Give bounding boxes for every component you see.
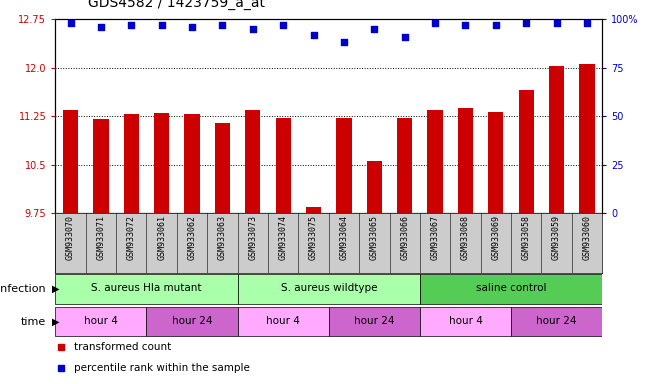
Bar — [215, 122, 230, 213]
Point — [187, 24, 197, 30]
Bar — [458, 108, 473, 213]
Text: GSM933068: GSM933068 — [461, 215, 470, 260]
Bar — [488, 112, 503, 213]
Bar — [480, 213, 511, 273]
Bar — [306, 207, 321, 213]
Bar — [184, 114, 200, 213]
Bar — [519, 90, 534, 213]
Bar — [359, 213, 389, 273]
Text: saline control: saline control — [476, 283, 546, 293]
Text: hour 4: hour 4 — [266, 316, 300, 326]
Bar — [397, 118, 412, 213]
Text: GSM933067: GSM933067 — [430, 215, 439, 260]
Text: GSM933061: GSM933061 — [157, 215, 166, 260]
Point — [126, 22, 137, 28]
Text: hour 24: hour 24 — [172, 316, 212, 326]
Text: GDS4582 / 1423759_a_at: GDS4582 / 1423759_a_at — [88, 0, 265, 10]
Point — [156, 22, 167, 28]
Bar — [420, 307, 511, 336]
Text: GSM933072: GSM933072 — [127, 215, 136, 260]
Bar — [511, 213, 542, 273]
Text: GSM933062: GSM933062 — [187, 215, 197, 260]
Point — [309, 31, 319, 38]
Point — [460, 22, 471, 28]
Text: hour 4: hour 4 — [449, 316, 482, 326]
Text: ▶: ▶ — [52, 284, 60, 294]
Text: infection: infection — [0, 284, 46, 294]
Text: hour 24: hour 24 — [354, 316, 395, 326]
Bar — [86, 213, 116, 273]
Text: GSM933063: GSM933063 — [218, 215, 227, 260]
Bar — [420, 213, 450, 273]
Text: GSM933066: GSM933066 — [400, 215, 409, 260]
Point — [491, 22, 501, 28]
Point — [582, 20, 592, 26]
Bar — [549, 66, 564, 213]
Point — [521, 20, 531, 26]
Text: percentile rank within the sample: percentile rank within the sample — [74, 363, 251, 373]
Point — [369, 26, 380, 32]
Bar — [207, 213, 238, 273]
Bar — [268, 213, 298, 273]
Point — [400, 33, 410, 40]
Text: GSM933065: GSM933065 — [370, 215, 379, 260]
Bar — [329, 213, 359, 273]
Bar — [93, 119, 109, 213]
Bar — [238, 213, 268, 273]
Bar — [579, 65, 594, 213]
Bar — [329, 307, 420, 336]
Text: GSM933069: GSM933069 — [492, 215, 501, 260]
Bar — [55, 274, 238, 304]
Point — [96, 24, 106, 30]
Text: S. aureus wildtype: S. aureus wildtype — [281, 283, 377, 293]
Bar — [450, 213, 480, 273]
Bar — [63, 110, 78, 213]
Bar — [428, 110, 443, 213]
Bar — [389, 213, 420, 273]
Bar — [275, 118, 291, 213]
Bar — [420, 274, 602, 304]
Bar — [245, 110, 260, 213]
Bar — [116, 213, 146, 273]
Bar — [146, 213, 177, 273]
Text: hour 4: hour 4 — [84, 316, 118, 326]
Bar — [542, 213, 572, 273]
Text: GSM933058: GSM933058 — [521, 215, 531, 260]
Bar — [55, 307, 146, 336]
Text: GSM933059: GSM933059 — [552, 215, 561, 260]
Text: GSM933064: GSM933064 — [339, 215, 348, 260]
Bar — [238, 307, 329, 336]
Bar — [572, 213, 602, 273]
Bar — [298, 213, 329, 273]
Point — [247, 26, 258, 32]
Bar — [238, 274, 420, 304]
Point — [217, 22, 228, 28]
Bar — [367, 161, 382, 213]
Bar — [154, 113, 169, 213]
Bar — [146, 307, 238, 336]
Bar — [124, 114, 139, 213]
Text: time: time — [20, 316, 46, 327]
Text: GSM933071: GSM933071 — [96, 215, 105, 260]
Text: GSM933070: GSM933070 — [66, 215, 75, 260]
Bar — [177, 213, 207, 273]
Point — [278, 22, 288, 28]
Point — [430, 20, 440, 26]
Text: GSM933074: GSM933074 — [279, 215, 288, 260]
Text: GSM933073: GSM933073 — [248, 215, 257, 260]
Bar — [337, 118, 352, 213]
Bar — [511, 307, 602, 336]
Text: hour 24: hour 24 — [536, 316, 577, 326]
Bar — [55, 213, 86, 273]
Point — [65, 20, 76, 26]
Text: GSM933075: GSM933075 — [309, 215, 318, 260]
Text: ▶: ▶ — [52, 316, 60, 327]
Text: transformed count: transformed count — [74, 342, 172, 352]
Point — [339, 40, 349, 46]
Text: GSM933060: GSM933060 — [583, 215, 592, 260]
Point — [551, 20, 562, 26]
Text: S. aureus Hla mutant: S. aureus Hla mutant — [91, 283, 202, 293]
